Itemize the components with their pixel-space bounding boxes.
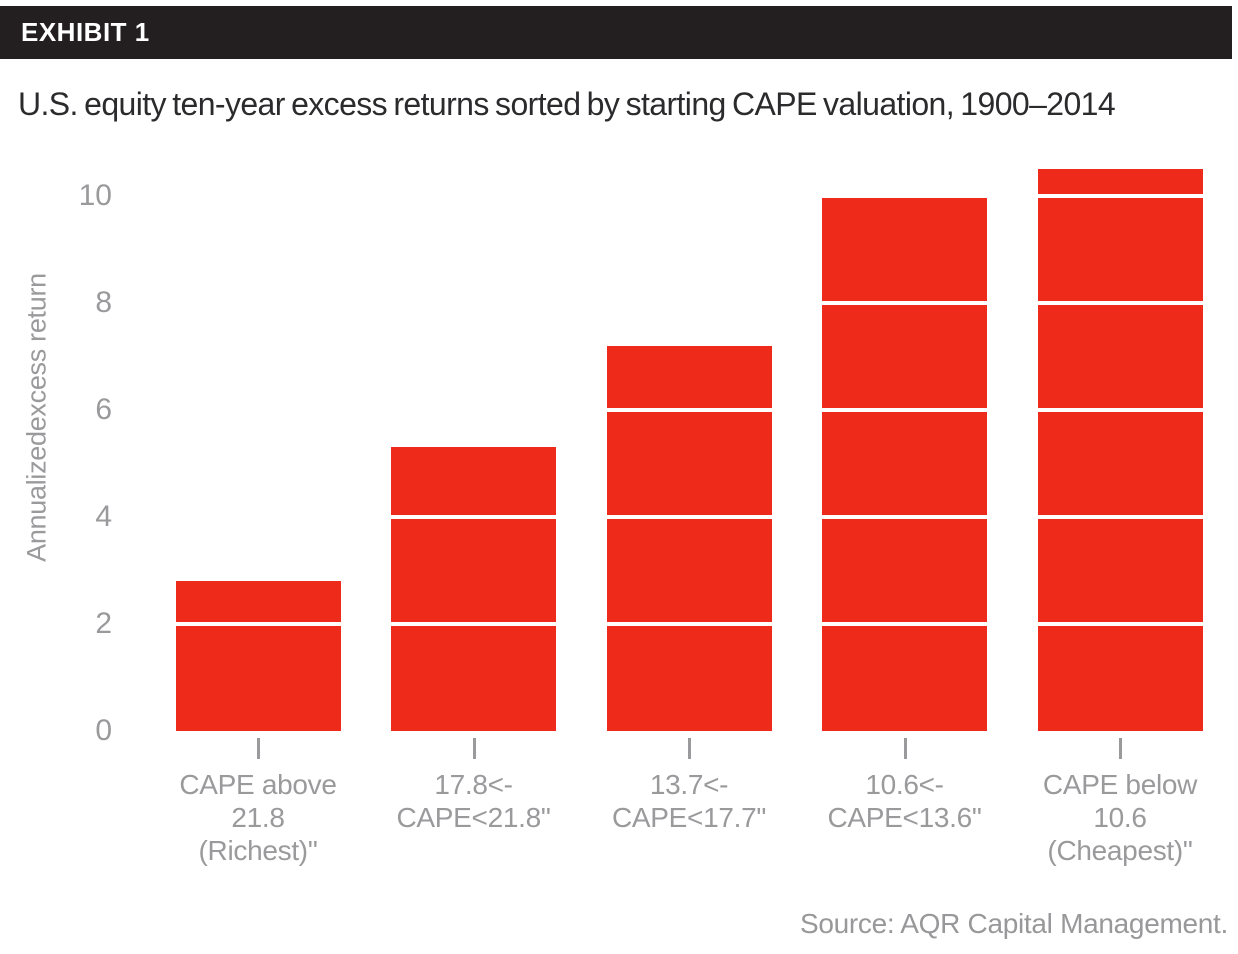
x-axis-category-label: CAPE below 10.6 (Cheapest)" xyxy=(1042,769,1198,866)
x-axis-category-label: CAPE above 21.8 (Richest)" xyxy=(179,769,337,866)
x-tick-mark xyxy=(257,738,260,759)
y-tick-label: 8 xyxy=(95,286,112,319)
x-tick-mark xyxy=(472,738,476,759)
y-tick-label: 10 xyxy=(78,179,112,212)
x-tick-mark xyxy=(688,738,691,759)
source-note: Source: AQR Capital Management. xyxy=(799,908,1228,939)
bar xyxy=(822,196,987,731)
x-tick-mark xyxy=(903,738,907,759)
gridline xyxy=(130,301,1210,305)
gridline xyxy=(130,515,1210,519)
gridline xyxy=(130,622,1210,626)
x-axis-category-label: 17.8<- CAPE<21.8" xyxy=(396,769,551,833)
bar xyxy=(175,581,341,731)
y-tick-label: 0 xyxy=(95,714,112,747)
bar xyxy=(391,447,556,731)
exhibit-title: EXHIBIT 1 xyxy=(21,17,150,47)
gridline xyxy=(130,408,1210,412)
y-tick-label: 4 xyxy=(95,500,112,533)
y-tick-label: 2 xyxy=(95,607,112,640)
chart-subtitle: U.S. equity ten-year excess returns sort… xyxy=(18,86,1116,122)
bar xyxy=(1037,169,1203,731)
bar xyxy=(606,345,772,731)
y-tick-label: 6 xyxy=(95,393,112,426)
x-axis-category-label: 10.6<- CAPE<13.6" xyxy=(827,769,982,833)
x-tick-mark xyxy=(1119,738,1122,759)
x-axis-category-label: 13.7<- CAPE<17.7" xyxy=(611,769,767,833)
gridline xyxy=(130,194,1210,198)
exhibit-header-bar: EXHIBIT 1 xyxy=(0,6,1232,59)
